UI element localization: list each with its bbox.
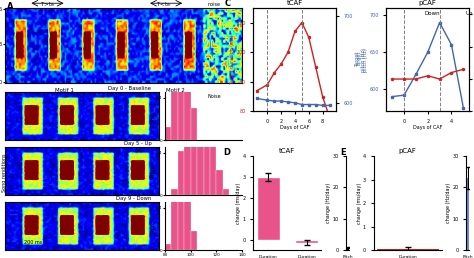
- Y-axis label: change (ms/day): change (ms/day): [237, 182, 241, 224]
- Bar: [210, 55, 217, 195]
- X-axis label: Days of CAF: Days of CAF: [413, 125, 442, 131]
- Bar: [165, 127, 172, 140]
- Title: pCAF: pCAF: [399, 148, 417, 154]
- Text: Down: Down: [424, 11, 440, 16]
- Text: Day 9 - Down: Day 9 - Down: [116, 196, 151, 201]
- Bar: [295, 240, 319, 243]
- Text: Day 5 - Up: Day 5 - Up: [124, 141, 151, 146]
- Text: D: D: [223, 148, 230, 157]
- Y-axis label: change (Hz/day): change (Hz/day): [326, 183, 331, 223]
- Bar: [184, 0, 191, 250]
- Bar: [172, 189, 178, 195]
- Y-axis label: Prob.: Prob.: [151, 220, 156, 232]
- Bar: [178, 0, 184, 140]
- Y-axis label: Target
pitch (Hz): Target pitch (Hz): [357, 48, 368, 71]
- Bar: [217, 170, 223, 195]
- Bar: [191, 231, 197, 250]
- Bar: [178, 150, 184, 195]
- Y-axis label: Prob.: Prob.: [151, 165, 156, 178]
- Text: Up: Up: [465, 11, 473, 16]
- Bar: [203, 0, 210, 195]
- Text: Noise: Noise: [208, 94, 221, 99]
- Bar: [197, 0, 203, 195]
- Y-axis label: Prob.: Prob.: [151, 110, 156, 122]
- X-axis label: Days of CAF: Days of CAF: [280, 125, 310, 131]
- Bar: [377, 249, 438, 250]
- Text: white
noise: white noise: [207, 0, 220, 7]
- Text: 200 ms: 200 ms: [24, 240, 42, 245]
- Bar: [466, 178, 469, 250]
- Y-axis label: Target
pitch (Hz): Target pitch (Hz): [355, 48, 365, 71]
- Bar: [172, 0, 178, 140]
- Bar: [165, 244, 172, 250]
- Y-axis label: change (Hz/day): change (Hz/day): [446, 183, 451, 223]
- Bar: [223, 189, 229, 195]
- Text: Motif 2: Motif 2: [166, 88, 185, 93]
- Bar: [178, 0, 184, 250]
- Title: pCAF: pCAF: [419, 0, 437, 6]
- Bar: [184, 36, 191, 195]
- Bar: [191, 0, 197, 195]
- Text: T>t$_{th}$: T>t$_{th}$: [39, 0, 55, 9]
- Bar: [346, 248, 349, 250]
- Bar: [256, 177, 280, 240]
- Text: A: A: [7, 2, 14, 11]
- Text: T<t$_{th}$: T<t$_{th}$: [156, 0, 172, 9]
- Title: tCAF: tCAF: [279, 148, 296, 154]
- Bar: [172, 71, 178, 250]
- Text: C: C: [224, 0, 230, 9]
- Text: Motif 1: Motif 1: [55, 88, 73, 93]
- Bar: [184, 0, 191, 140]
- Text: Day 0 - Baseline: Day 0 - Baseline: [109, 86, 151, 91]
- Text: E: E: [340, 148, 346, 157]
- Title: tCAF: tCAF: [287, 0, 303, 6]
- Y-axis label: change (ms/day): change (ms/day): [356, 182, 362, 224]
- Y-axis label: Target duration (ms): Target duration (ms): [230, 34, 235, 85]
- Text: Song renditions: Song renditions: [2, 154, 7, 192]
- Bar: [191, 108, 197, 140]
